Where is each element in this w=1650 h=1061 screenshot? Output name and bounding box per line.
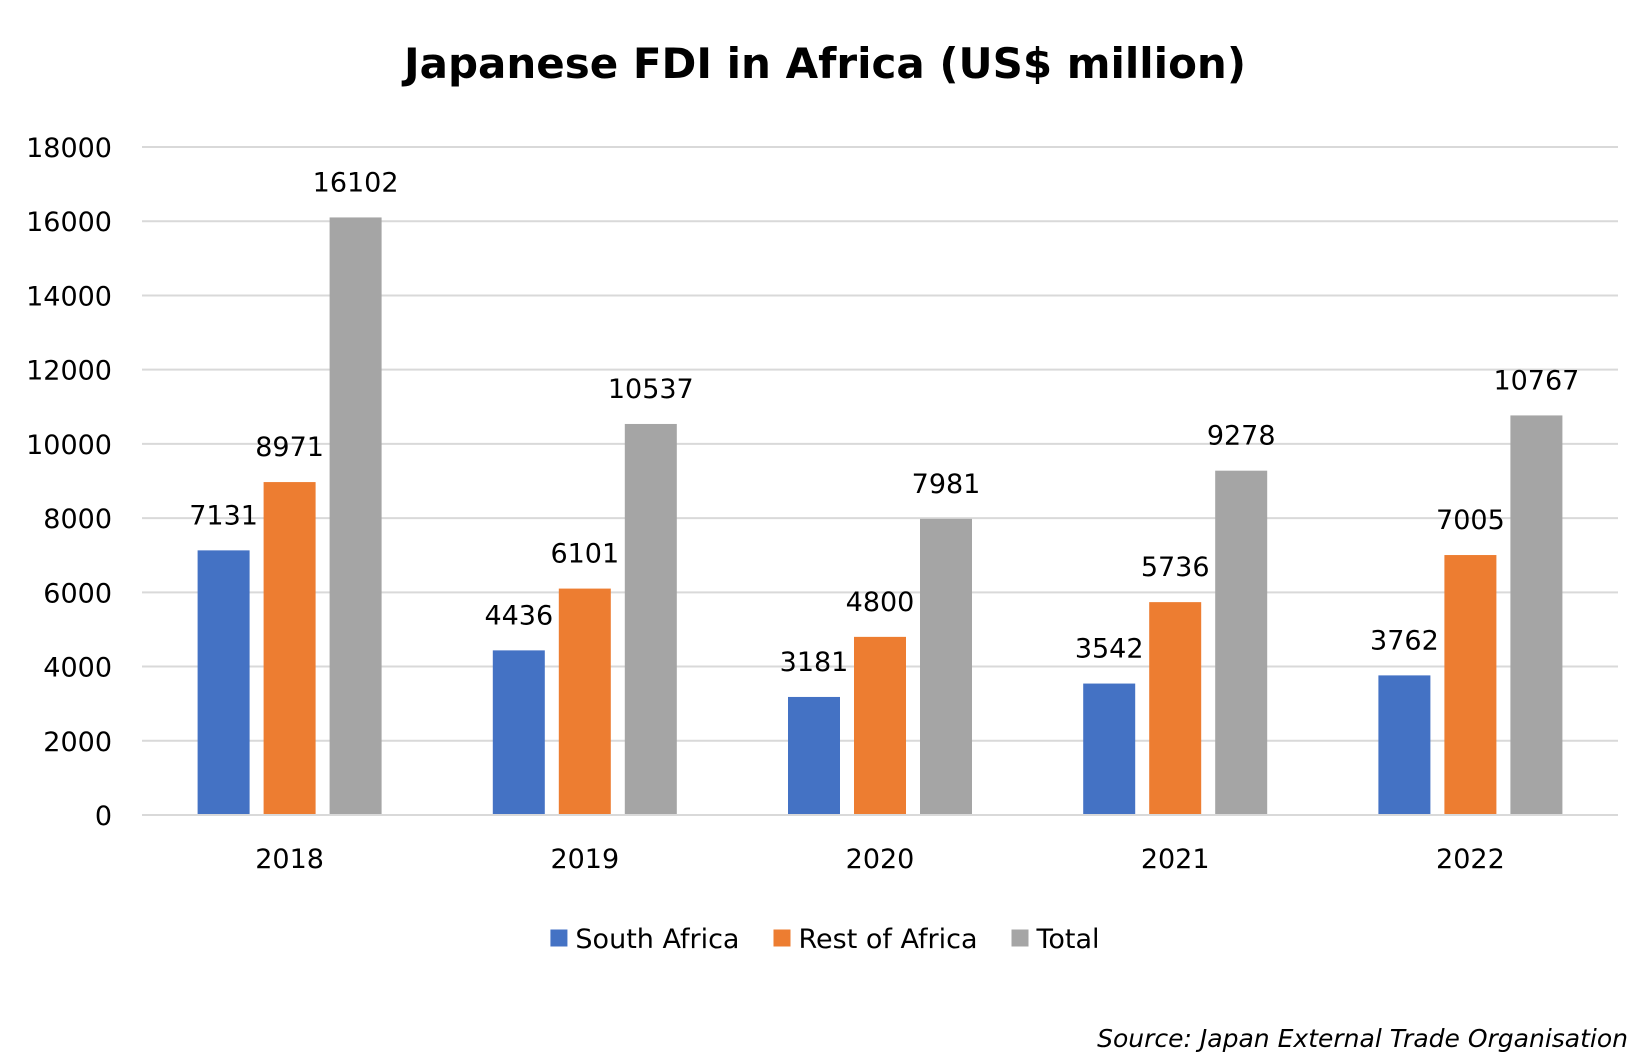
y-tick-label: 8000	[43, 504, 112, 535]
data-label: 6101	[550, 539, 619, 570]
x-axis-ticks: 2018 2019 2020 2021 2022	[255, 844, 1505, 875]
data-label: 3542	[1075, 634, 1144, 665]
bar-total-2020	[920, 518, 972, 815]
data-label: 4800	[846, 587, 915, 618]
chart-title: Japanese FDI in Africa (US$ million)	[401, 39, 1246, 88]
bar-rest-of-africa-2020	[854, 636, 906, 815]
data-label: 9278	[1207, 421, 1276, 452]
data-label: 7981	[912, 469, 981, 500]
data-label: 4436	[484, 600, 553, 631]
y-tick-label: 14000	[26, 281, 112, 312]
bar-south-africa-2022	[1378, 675, 1431, 815]
bar-rest-of-africa-2022	[1444, 555, 1497, 815]
data-label: 7005	[1436, 505, 1505, 536]
legend-label: Total	[1036, 924, 1100, 955]
y-axis-ticks: 0 2000 4000 6000 8000 10000 12000 14000 16000 180…	[26, 133, 112, 832]
data-labels: 7131 8971 16102 4436 6101 10537 3181 4800 7981 35…	[189, 167, 1579, 678]
source-note: Source: Japan External Trade Organisatio…	[1097, 1024, 1628, 1053]
x-tick-label: 2019	[550, 844, 619, 875]
data-label: 5736	[1141, 552, 1210, 583]
bar-rest-of-africa-2021	[1149, 602, 1202, 815]
data-label: 10537	[608, 374, 694, 405]
legend-swatch	[1011, 929, 1029, 947]
legend: South Africa Rest of Africa Total	[550, 924, 1100, 955]
data-label: 10767	[1493, 365, 1579, 396]
bar-rest-of-africa-2018	[263, 482, 316, 815]
bar-south-africa-2020	[788, 696, 840, 815]
x-tick-label: 2021	[1141, 844, 1210, 875]
y-tick-label: 6000	[43, 578, 112, 609]
x-tick-label: 2022	[1436, 844, 1505, 875]
data-label: 16102	[313, 167, 399, 198]
legend-swatch	[550, 929, 568, 947]
y-tick-label: 4000	[43, 653, 112, 684]
x-tick-label: 2018	[255, 844, 324, 875]
y-tick-label: 16000	[26, 207, 112, 238]
y-tick-label: 18000	[26, 133, 112, 164]
legend-item-rest-of-africa: Rest of Africa	[773, 924, 978, 955]
bar-south-africa-2021	[1083, 683, 1136, 815]
bars	[197, 217, 1563, 815]
y-tick-label: 2000	[43, 727, 112, 758]
x-tick-label: 2020	[846, 844, 915, 875]
bar-total-2022	[1510, 415, 1563, 815]
legend-item-total: Total	[1011, 924, 1100, 955]
bar-total-2018	[329, 217, 382, 815]
bar-south-africa-2018	[197, 550, 250, 815]
data-label: 8971	[255, 432, 324, 463]
data-label: 3181	[780, 647, 849, 678]
gridlines	[142, 146, 1618, 742]
bar-total-2021	[1215, 470, 1268, 815]
legend-label: South Africa	[575, 924, 739, 955]
legend-swatch	[773, 929, 791, 947]
y-tick-label: 12000	[26, 356, 112, 387]
y-tick-label: 0	[95, 801, 112, 832]
data-label: 7131	[189, 500, 258, 531]
bar-total-2019	[624, 423, 677, 815]
y-tick-label: 10000	[26, 430, 112, 461]
bar-south-africa-2019	[492, 650, 545, 815]
bar-rest-of-africa-2019	[558, 588, 611, 815]
data-label: 3762	[1370, 625, 1439, 656]
legend-item-south-africa: South Africa	[550, 924, 739, 955]
legend-label: Rest of Africa	[798, 924, 977, 955]
